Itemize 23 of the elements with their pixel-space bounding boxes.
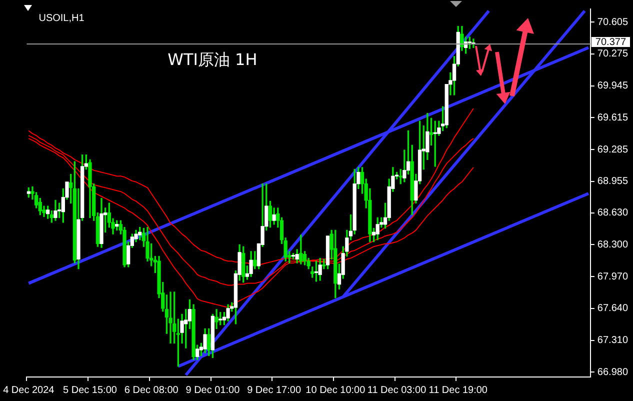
x-tick-label: 4 Dec 2024 xyxy=(3,384,55,396)
y-tick-label: 70.605 xyxy=(597,16,628,28)
ref-line-label: 70.377 xyxy=(595,36,626,48)
x-tick-label: 6 Dec 08:00 xyxy=(124,384,179,396)
y-tick-label: 67.310 xyxy=(597,335,628,346)
x-tick-label: 11 Dec 03:00 xyxy=(367,384,427,396)
x-tick-label: 10 Dec 10:00 xyxy=(306,384,366,396)
y-tick-label: 66.980 xyxy=(597,366,628,378)
chart-title: USOIL,H1 xyxy=(38,12,85,24)
x-tick-label: 11 Dec 19:00 xyxy=(428,384,488,396)
y-tick-label: 67.640 xyxy=(597,303,628,314)
y-tick-label: 69.945 xyxy=(597,80,628,92)
annotation: WTI原油 1H xyxy=(168,50,258,70)
x-tick-label: 9 Dec 01:00 xyxy=(186,384,240,396)
y-tick-label: 68.955 xyxy=(597,176,628,188)
y-tick-label: 69.285 xyxy=(597,144,628,156)
y-tick-label: 68.630 xyxy=(597,208,628,219)
x-tick-label: 5 Dec 15:00 xyxy=(63,384,118,396)
y-tick-label: 68.300 xyxy=(597,239,628,250)
y-tick-label: 67.970 xyxy=(597,271,628,282)
y-tick-label: 70.275 xyxy=(597,48,628,60)
y-tick-label: 69.615 xyxy=(597,112,628,124)
x-tick-label: 9 Dec 17:00 xyxy=(247,384,302,396)
